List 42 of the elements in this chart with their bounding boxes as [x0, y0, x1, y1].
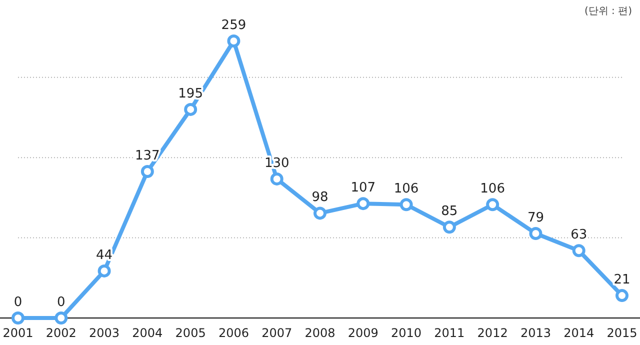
x-tick-label: 2015	[606, 326, 638, 340]
x-tick-label: 2006	[218, 326, 249, 340]
point	[572, 244, 586, 258]
x-tick-label: 2001	[2, 326, 34, 340]
data-label: 0	[14, 295, 22, 310]
data-label: 21	[614, 272, 630, 288]
x-tick-label: 2008	[304, 326, 336, 340]
x-tick-label: 2002	[46, 326, 76, 340]
point	[314, 206, 326, 220]
x-tick-label: 2004	[132, 326, 163, 340]
x-tick-label: 2010	[391, 326, 422, 340]
point	[529, 227, 542, 240]
x-tick-label: 2005	[175, 326, 206, 340]
data-label: 107	[350, 180, 376, 196]
point	[227, 34, 240, 48]
point	[400, 198, 413, 212]
point	[270, 172, 284, 186]
point	[98, 264, 111, 278]
data-label: 79	[527, 210, 544, 226]
x-tick-label: 2007	[262, 326, 292, 340]
x-tick-label: 2014	[564, 326, 594, 340]
point	[12, 312, 24, 324]
data-label: 259	[221, 18, 246, 33]
x-tick-label: 2009	[348, 326, 378, 340]
point	[356, 197, 370, 210]
point	[54, 312, 68, 324]
x-tick-label: 2013	[520, 326, 551, 340]
data-label: 63	[570, 228, 588, 243]
point	[442, 220, 456, 234]
point	[184, 102, 198, 116]
data-label: 85	[441, 204, 458, 220]
x-tick-label: 2012	[477, 326, 508, 340]
data-label: 106	[394, 182, 419, 197]
x-tick-label: 2011	[434, 326, 465, 340]
text: (단위 : 편)	[584, 6, 632, 17]
data-label: 106	[480, 182, 505, 197]
point	[486, 198, 500, 212]
point	[616, 289, 628, 302]
data-label: 0	[57, 295, 66, 310]
point	[140, 164, 154, 178]
data-label: 98	[312, 190, 328, 206]
x-tick-label: 2003	[89, 326, 120, 340]
